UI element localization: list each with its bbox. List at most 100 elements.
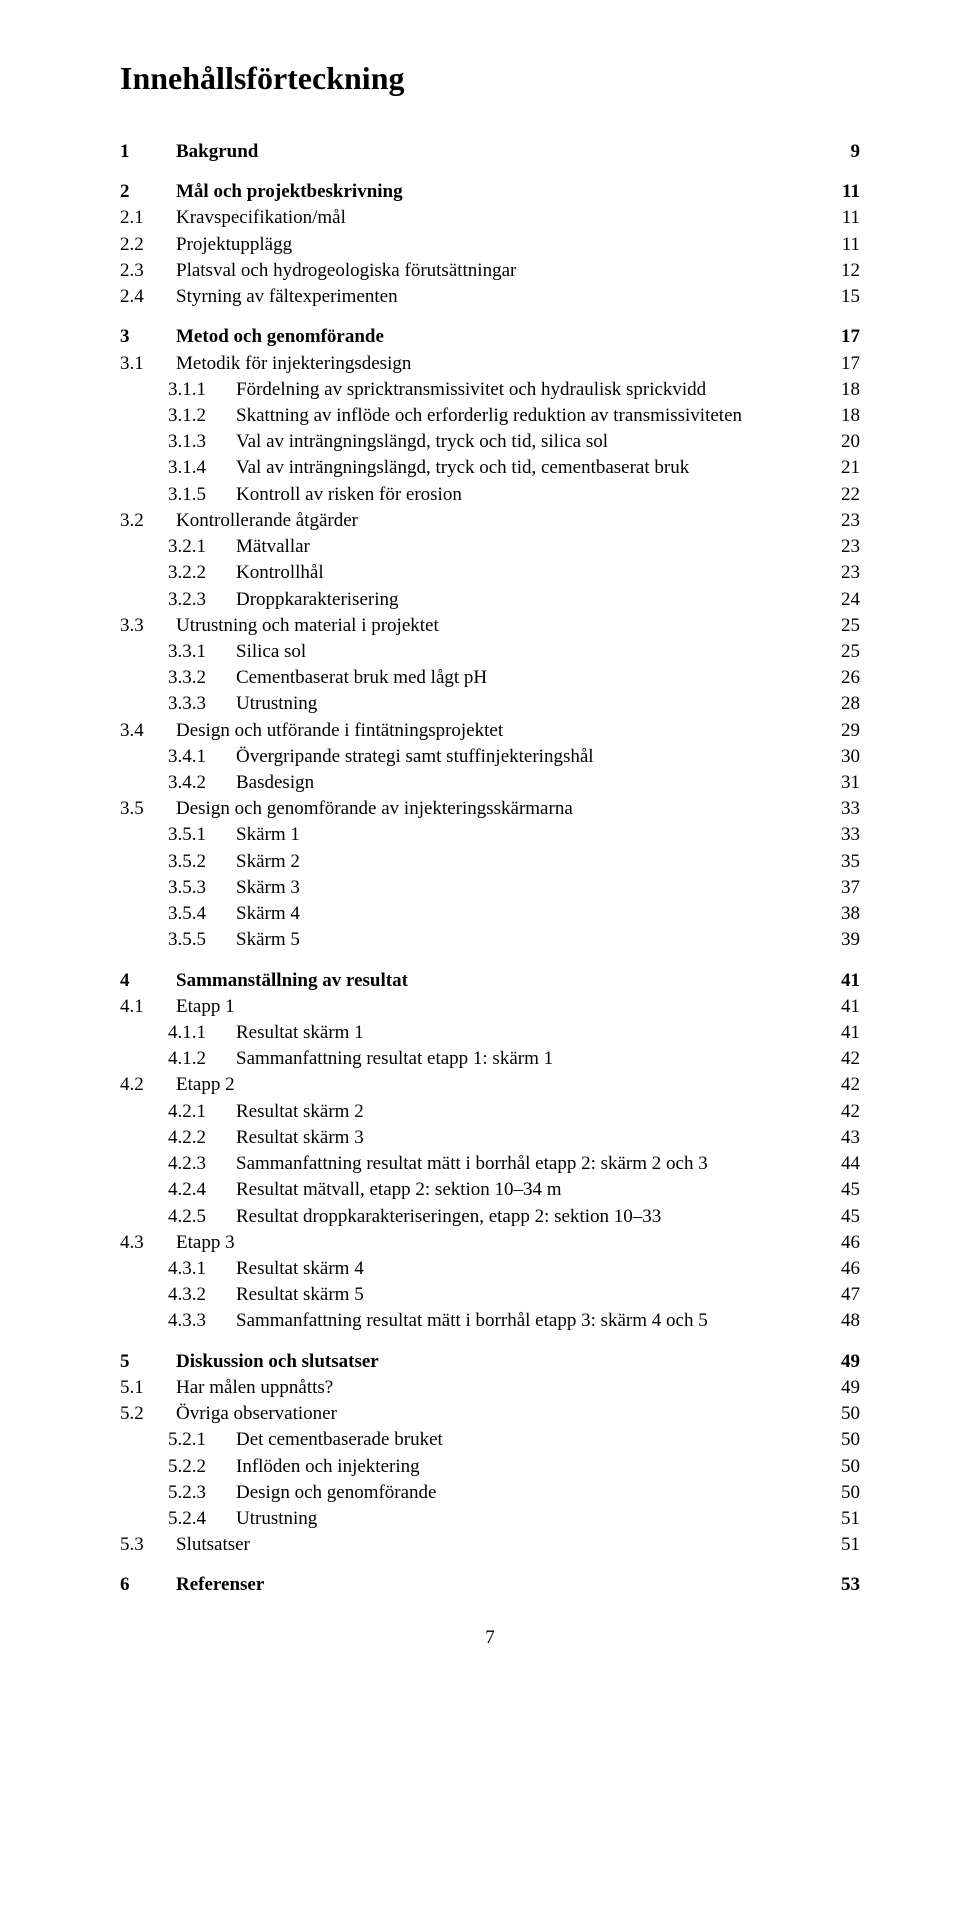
toc-entry-page: 20 [829,429,860,455]
toc-entry-page: 33 [829,796,860,822]
toc-entry-page: 9 [839,139,861,165]
toc-entry-number: 3.1.2 [168,403,236,429]
document-page: Innehållsförteckning 1Bakgrund92Mål och … [0,0,960,1709]
toc-entry-left: 3.2.2Kontrollhål [168,560,829,586]
toc-entry-number: 3.2 [120,508,176,534]
toc-entry-text: Metod och genomförande [176,324,829,350]
toc-entry-left: 5.2.3Design och genomförande [168,1480,829,1506]
toc-entry-number: 3.1.1 [168,377,236,403]
toc-entry-text: Kontroll av risken för erosion [236,482,829,508]
toc-entry-page: 50 [829,1454,860,1480]
toc-entry: 1Bakgrund9 [120,139,860,165]
toc-entry-left: 4Sammanställning av resultat [120,968,829,994]
toc-entry-left: 5.2Övriga observationer [120,1401,829,1427]
toc-entry-left: 3.5.1Skärm 1 [168,822,829,848]
toc-entry-text: Styrning av fältexperimenten [176,284,829,310]
toc-entry-number: 4.2.3 [168,1151,236,1177]
toc-entry-text: Skärm 1 [236,822,829,848]
toc-entry-number: 3.1 [120,351,176,377]
toc-entry-text: Sammanfattning resultat mätt i borrhål e… [236,1151,829,1177]
toc-entry-left: 3.5Design och genomförande av injekterin… [120,796,829,822]
toc-entry-number: 4.2.2 [168,1125,236,1151]
toc-entry: 4.2Etapp 242 [120,1072,860,1098]
toc-entry-number: 5.2.3 [168,1480,236,1506]
toc-entry: 5.1Har målen uppnåtts?49 [120,1375,860,1401]
toc-entry: 4.3.3Sammanfattning resultat mätt i borr… [120,1308,860,1334]
toc-entry-number: 4.3.1 [168,1256,236,1282]
toc-entry-number: 6 [120,1572,176,1598]
toc-entry-page: 47 [829,1282,860,1308]
toc-entry-left: 4.2.2Resultat skärm 3 [168,1125,829,1151]
toc-entry: 5.2.1Det cementbaserade bruket50 [120,1427,860,1453]
toc-entry-page: 51 [829,1506,860,1532]
toc-entry-page: 51 [829,1532,860,1558]
toc-entry-page: 41 [829,994,860,1020]
toc-entry-page: 50 [829,1427,860,1453]
toc-entry-number: 3.4 [120,718,176,744]
toc-entry: 4.1Etapp 141 [120,994,860,1020]
toc-entry-page: 49 [829,1375,860,1401]
toc-entry: 3.3Utrustning och material i projektet25 [120,613,860,639]
toc-entry-number: 3.5.4 [168,901,236,927]
toc-entry-left: 5Diskussion och slutsatser [120,1349,829,1375]
toc-entry-page: 17 [829,351,860,377]
toc-entry-page: 45 [829,1204,860,1230]
page-title: Innehållsförteckning [120,60,860,97]
toc-entry-page: 21 [829,455,860,481]
toc-entry-left: 4.1Etapp 1 [120,994,829,1020]
toc-entry: 3.2.3Droppkarakterisering24 [120,587,860,613]
toc-entry-page: 45 [829,1177,860,1203]
toc-entry: 3.2.2Kontrollhål23 [120,560,860,586]
toc-container: 1Bakgrund92Mål och projektbeskrivning112… [120,139,860,1599]
toc-entry-text: Skärm 4 [236,901,829,927]
toc-entry-left: 3.2Kontrollerande åtgärder [120,508,829,534]
toc-entry-page: 15 [829,284,860,310]
toc-entry-number: 5.2.2 [168,1454,236,1480]
toc-entry-page: 23 [829,534,860,560]
toc-entry-page: 18 [829,377,860,403]
toc-entry-page: 12 [829,258,860,284]
toc-entry: 3.5.1Skärm 133 [120,822,860,848]
toc-entry-number: 5.2.4 [168,1506,236,1532]
toc-entry-text: Resultat mätvall, etapp 2: sektion 10–34… [236,1177,829,1203]
toc-gap [120,1558,860,1572]
toc-entry-page: 49 [829,1349,860,1375]
toc-entry: 5.2.3Design och genomförande50 [120,1480,860,1506]
toc-entry-text: Etapp 3 [176,1230,829,1256]
toc-entry-left: 5.2.4Utrustning [168,1506,829,1532]
toc-entry-text: Inflöden och injektering [236,1454,829,1480]
toc-entry-number: 4.2 [120,1072,176,1098]
toc-entry-number: 4.1.2 [168,1046,236,1072]
toc-entry: 5.2.2Inflöden och injektering50 [120,1454,860,1480]
toc-entry-left: 5.1Har målen uppnåtts? [120,1375,829,1401]
toc-entry-left: 3.1.1Fördelning av spricktransmissivitet… [168,377,829,403]
toc-entry-left: 3.3.2Cementbaserat bruk med lågt pH [168,665,829,691]
toc-entry-left: 1Bakgrund [120,139,839,165]
toc-entry-number: 3.5.3 [168,875,236,901]
toc-entry-number: 4.3 [120,1230,176,1256]
toc-entry: 3.5.5Skärm 539 [120,927,860,953]
toc-entry: 3.3.2Cementbaserat bruk med lågt pH26 [120,665,860,691]
toc-entry-text: Projektupplägg [176,232,830,258]
toc-entry-text: Resultat skärm 2 [236,1099,829,1125]
toc-entry-left: 4.3.2Resultat skärm 5 [168,1282,829,1308]
toc-entry-text: Silica sol [236,639,829,665]
toc-entry-number: 3.3 [120,613,176,639]
toc-entry-left: 4.1.1Resultat skärm 1 [168,1020,829,1046]
toc-entry-text: Etapp 2 [176,1072,829,1098]
toc-entry: 4.3.1Resultat skärm 446 [120,1256,860,1282]
toc-entry: 3.5.2Skärm 235 [120,849,860,875]
toc-entry-page: 43 [829,1125,860,1151]
toc-gap [120,954,860,968]
toc-entry-text: Har målen uppnåtts? [176,1375,829,1401]
toc-entry: 4Sammanställning av resultat41 [120,968,860,994]
toc-entry-text: Kontrollerande åtgärder [176,508,829,534]
toc-entry-number: 5.3 [120,1532,176,1558]
toc-entry-left: 5.2.2Inflöden och injektering [168,1454,829,1480]
toc-entry-left: 3.3.1Silica sol [168,639,829,665]
toc-entry-text: Skärm 2 [236,849,829,875]
toc-entry-text: Övergripande strategi samt stuffinjekter… [236,744,829,770]
toc-entry-left: 4.3.3Sammanfattning resultat mätt i borr… [168,1308,829,1334]
toc-entry-number: 5.2.1 [168,1427,236,1453]
toc-entry: 4.2.4Resultat mätvall, etapp 2: sektion … [120,1177,860,1203]
